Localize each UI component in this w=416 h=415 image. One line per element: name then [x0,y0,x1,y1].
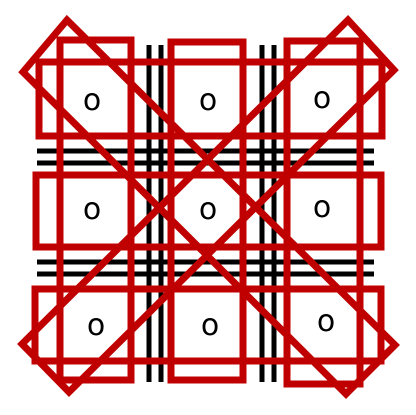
cell-1-0[interactable]: o [83,192,101,227]
diagonal-band-a [18,14,400,399]
column-frame-middle [167,38,247,384]
row-frame-top [35,58,386,140]
cell-0-0[interactable]: o [83,83,101,118]
diagonal-band-b [17,14,399,397]
cell-0-2[interactable]: o [313,81,331,116]
cell-1-1[interactable]: o [199,192,217,227]
overlay [17,14,400,399]
row-frame-middle [32,171,385,251]
cell-1-2[interactable]: o [313,190,331,225]
cells: o o o o o o o o o [83,81,335,343]
cell-2-2[interactable]: o [317,304,335,339]
cell-0-1[interactable]: o [199,83,217,118]
cell-2-0[interactable]: o [87,308,105,343]
column-frame-left [56,36,135,384]
cell-2-1[interactable]: o [201,308,219,343]
row-frame-bottom [31,285,385,365]
